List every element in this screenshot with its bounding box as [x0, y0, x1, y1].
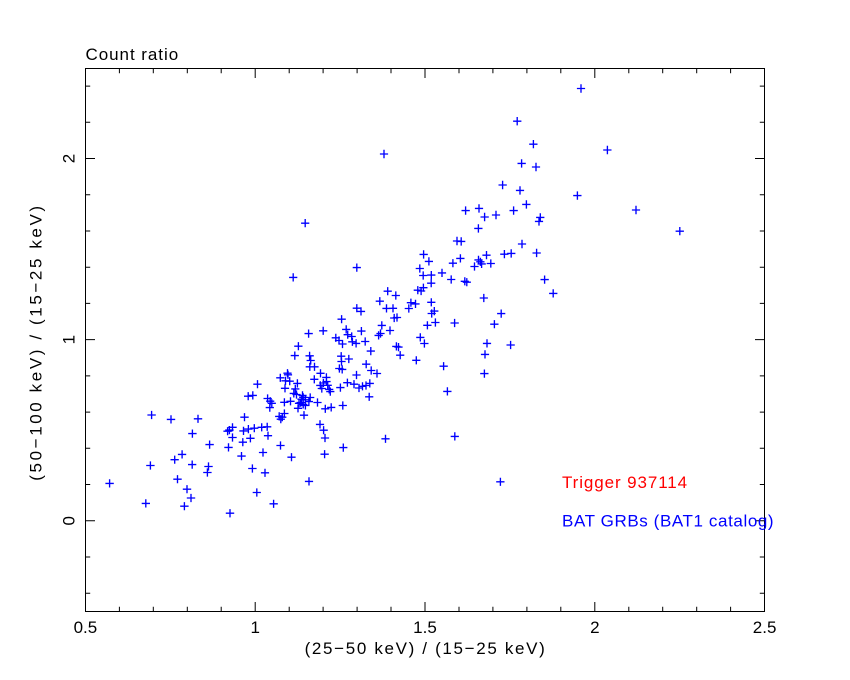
svg-text:1.5: 1.5 [413, 618, 437, 637]
svg-text:2: 2 [590, 618, 599, 637]
svg-text:2.5: 2.5 [753, 618, 777, 637]
svg-text:1: 1 [60, 335, 79, 344]
svg-text:0.5: 0.5 [74, 618, 98, 637]
svg-text:Count ratio: Count ratio [86, 45, 180, 64]
svg-text:(25−50 keV) / (15−25 keV): (25−50 keV) / (15−25 keV) [305, 639, 547, 658]
svg-text:1: 1 [250, 618, 259, 637]
svg-text:2: 2 [60, 154, 79, 163]
svg-text:BAT GRBs (BAT1 catalog): BAT GRBs (BAT1 catalog) [562, 512, 774, 531]
svg-text:(50−100 keV) / (15−25 keV): (50−100 keV) / (15−25 keV) [27, 203, 46, 480]
svg-text:Trigger 937114: Trigger 937114 [562, 473, 688, 492]
svg-text:0: 0 [60, 516, 79, 525]
